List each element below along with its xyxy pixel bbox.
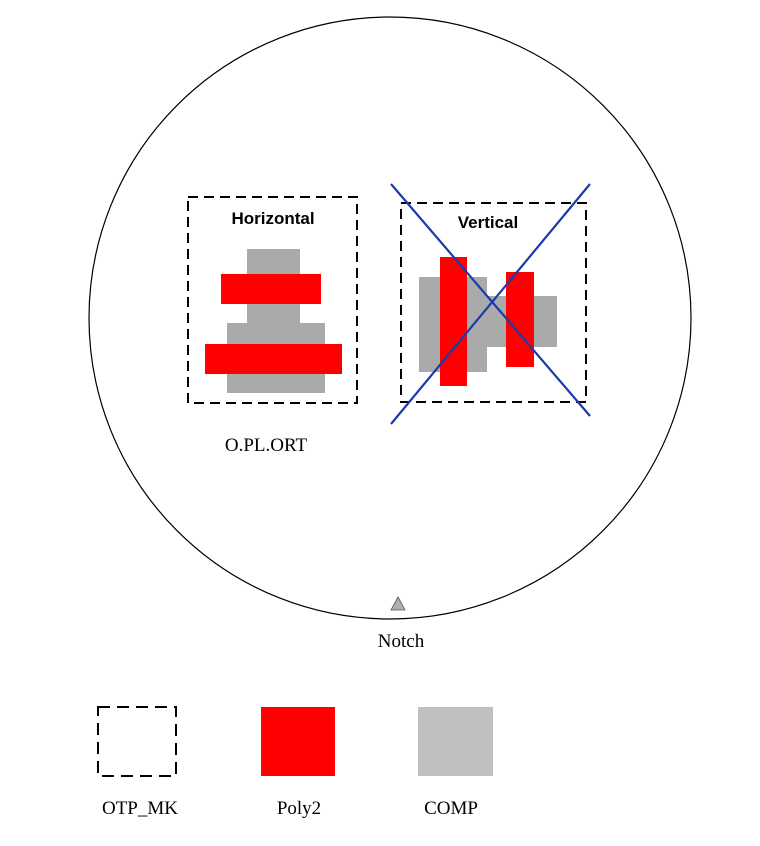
legend-label-poly2: Poly2: [277, 798, 321, 819]
wafer-outline: [88, 16, 692, 620]
vertical-example: Vertical: [390, 183, 591, 425]
notch-marker: [390, 596, 406, 611]
vertical-title: Vertical: [458, 213, 519, 232]
legend-label-otp-mk: OTP_MK: [102, 798, 178, 819]
poly2-shape: [221, 274, 321, 304]
rule-label: O.PL.ORT: [225, 435, 308, 456]
legend-swatch-poly2: [261, 707, 335, 776]
otp-mk-box-horizontal: [187, 196, 358, 404]
legend-label-comp: COMP: [424, 798, 478, 819]
horizontal-title: Horizontal: [231, 209, 314, 228]
horizontal-example: Horizontal: [187, 196, 358, 404]
legend: OTP_MK Poly2 COMP: [97, 706, 493, 819]
poly2-shape: [440, 257, 467, 386]
cross-out-line: [390, 183, 591, 417]
legend-swatch-otp-mk: [97, 706, 177, 777]
notch-label: Notch: [378, 631, 425, 652]
poly2-shape: [506, 272, 534, 367]
poly2-shape: [205, 344, 342, 374]
legend-swatch-comp: [418, 707, 493, 776]
cross-out-line: [390, 183, 591, 425]
